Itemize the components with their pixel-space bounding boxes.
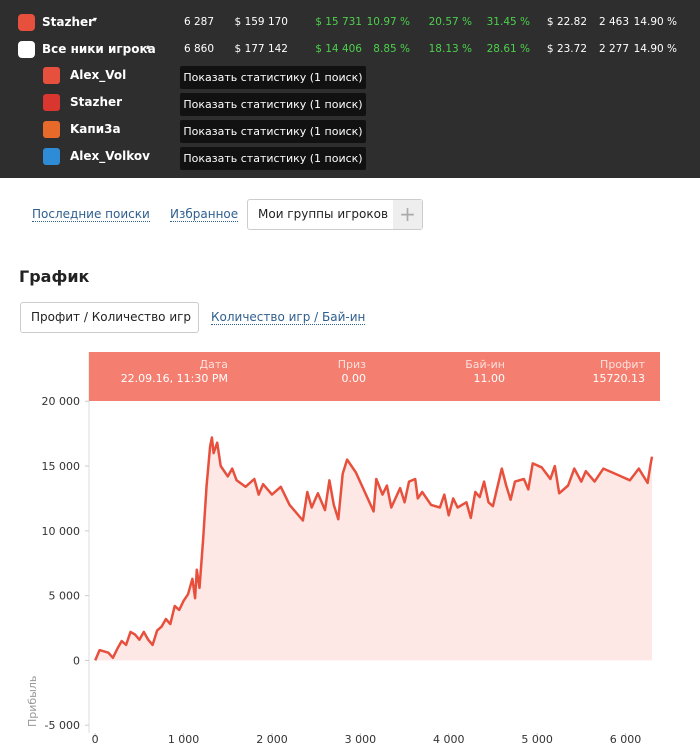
caret: ▾	[93, 15, 98, 24]
y-tick-label: 10 000	[42, 525, 81, 538]
site-icon	[43, 148, 60, 165]
tooltip-value: 15720.13	[593, 372, 646, 385]
stat-cell: 6 287	[183, 16, 214, 28]
site-icon	[43, 94, 60, 111]
tooltip-value: 0.00	[342, 372, 367, 385]
stat-cell: $ 14 406	[315, 43, 362, 55]
stat-cell: 20.57 %	[428, 16, 472, 28]
area	[95, 437, 653, 661]
tab-link[interactable]: Избранное	[170, 207, 239, 222]
stat-cell: 2 277	[598, 43, 629, 55]
stat-cell: 14.90 %	[633, 43, 677, 55]
x-tick-label: 2 000	[256, 733, 288, 745]
stat-cell: 31.45 %	[486, 16, 530, 28]
player-name[interactable]: Все ники игрока	[42, 42, 156, 56]
account-name[interactable]: Alex_Vol	[70, 68, 127, 82]
player-name[interactable]: Stazher	[42, 15, 95, 29]
stat-cell: 2 463	[598, 16, 629, 28]
x-tick-label: 4 000	[433, 733, 465, 745]
tooltip	[89, 352, 660, 401]
tab-button[interactable]: Мои группы игроков	[247, 199, 423, 230]
tooltip-label: Профит	[600, 358, 646, 371]
stat-cell: 10.97 %	[366, 16, 410, 28]
stat-cell: 6 860	[183, 43, 214, 55]
x-tick-label: 1 000	[168, 733, 200, 745]
tab-link[interactable]: Последние поиски	[32, 207, 150, 222]
icon	[18, 41, 35, 58]
stat-cell: $ 22.82	[546, 16, 587, 28]
caret: ▴	[146, 42, 151, 51]
account-name[interactable]: Kапи3а	[70, 122, 121, 136]
stat-cell: 8.85 %	[373, 43, 410, 55]
y-axis-label: Прибыль	[26, 676, 39, 727]
y-tick-label: 20 000	[42, 395, 81, 408]
stat-cell: 18.13 %	[428, 43, 472, 55]
account-button[interactable]: Показать статистику (1 поиск)	[180, 120, 366, 143]
account-button[interactable]: Показать статистику (1 поиск)	[180, 147, 366, 170]
icon	[18, 14, 35, 31]
tooltip-value: 11.00	[474, 372, 506, 385]
stat-cell: $ 15 731	[315, 16, 362, 28]
x-tick-label: 5 000	[521, 733, 553, 745]
account-name[interactable]: Stazher	[70, 95, 123, 109]
stat-cell: $ 23.72	[546, 43, 587, 55]
site-icon	[43, 67, 60, 84]
summary-panel: Stazher ▾ 6 287 $ 159 170 $ 15 731 10.97 % 20.…	[0, 0, 700, 178]
account-button[interactable]: Показать статистику (1 поиск)	[180, 66, 366, 89]
stat-cell: 28.61 %	[486, 43, 530, 55]
tooltip-label: Бай-ин	[465, 358, 505, 371]
chart-tab-link[interactable]: Количество игр / Бай-ин	[211, 310, 366, 325]
site-icon	[43, 121, 60, 138]
y-tick-label: -5 000	[45, 719, 80, 732]
y-tick-label: 15 000	[42, 460, 81, 473]
line-series	[94, 436, 654, 661]
stat-cell: $ 159 170	[234, 16, 288, 28]
tooltip-label: Дата	[200, 358, 228, 371]
tooltip-label: Приз	[338, 358, 366, 371]
x-tick-label: 0	[92, 733, 99, 745]
y-tick-label: 0	[73, 654, 80, 667]
chart-tab[interactable]: Профит / Количество игр	[20, 302, 199, 333]
x-tick-label: 3 000	[345, 733, 377, 745]
section-title: График	[19, 267, 90, 286]
account-button[interactable]: Показать статистику (1 поиск)	[180, 93, 366, 116]
x-tick-label: 6 000	[610, 733, 642, 745]
account-name[interactable]: Alex_Volkov	[70, 149, 150, 163]
tooltip-value: 22.09.16, 11:30 PM	[121, 372, 228, 385]
y-tick-label: 5 000	[49, 590, 81, 603]
add-button[interactable]: +	[393, 200, 422, 229]
stat-cell: 14.90 %	[633, 16, 677, 28]
stat-cell: $ 177 142	[234, 43, 288, 55]
